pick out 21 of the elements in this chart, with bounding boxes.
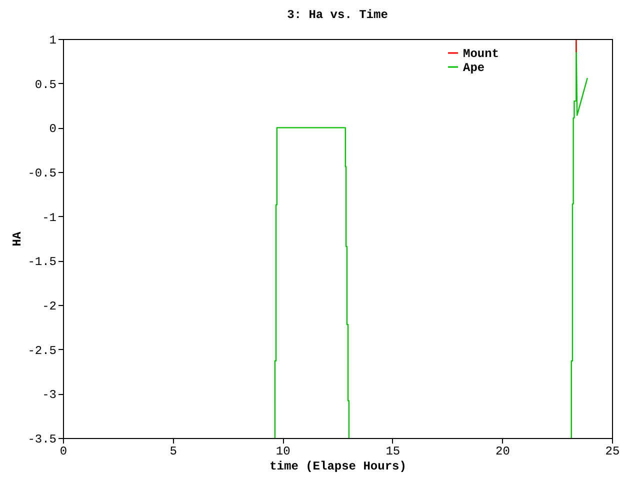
x-tick-label: 10	[276, 444, 290, 458]
y-tick-label: 0	[49, 122, 56, 136]
y-axis-title: HA	[10, 231, 25, 246]
x-tick-label: 5	[170, 444, 177, 458]
x-tick-label: 25	[605, 444, 620, 458]
x-tick-label: 15	[386, 444, 400, 458]
y-tick-label: -3	[42, 388, 56, 402]
legend-label: Mount	[463, 47, 500, 61]
y-tick-label: -0.5	[28, 166, 56, 180]
chart-title: 3: Ha vs. Time	[287, 8, 388, 22]
y-tick-label: 1	[49, 34, 56, 48]
x-tick-label: 0	[60, 444, 68, 458]
x-axis-title: time (Elapse Hours)	[270, 460, 406, 474]
y-tick-label: -2.5	[28, 344, 56, 358]
y-tick-label: -1.5	[28, 255, 56, 270]
y-tick-label: -3.5	[28, 432, 56, 446]
x-tick-label: 20	[495, 444, 510, 458]
y-tick-label: 0.5	[34, 78, 56, 92]
legend-label: Ape	[463, 61, 485, 75]
y-tick-label: -1	[42, 210, 56, 225]
y-tick-label: -2	[42, 300, 56, 314]
